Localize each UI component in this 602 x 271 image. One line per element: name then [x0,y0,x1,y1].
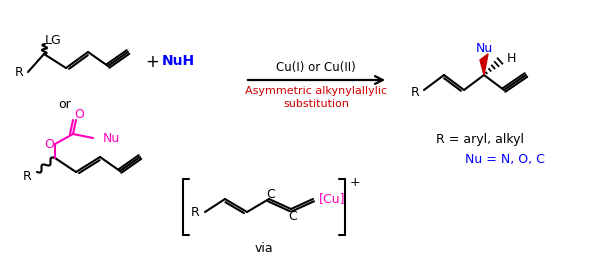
Text: R: R [410,85,419,98]
Text: C: C [288,211,297,224]
Text: R: R [15,66,24,79]
Polygon shape [480,54,488,75]
Text: Nu: Nu [103,131,120,144]
Text: H: H [507,51,517,64]
Text: R: R [190,205,199,218]
Text: Nu = N, O, C: Nu = N, O, C [465,153,545,166]
Text: substitution: substitution [283,99,349,109]
Text: O: O [74,108,84,121]
Text: NuH: NuH [161,54,194,68]
Text: [Cu]: [Cu] [319,192,346,205]
Text: or: or [58,98,72,111]
Text: Asymmetric alkynylallylic: Asymmetric alkynylallylic [245,86,387,96]
Text: via: via [255,243,273,256]
Text: Nu: Nu [476,41,492,54]
Text: LG: LG [45,34,62,47]
Text: Cu(I) or Cu(II): Cu(I) or Cu(II) [276,60,356,73]
Text: O: O [44,138,54,151]
Text: R = aryl, alkyl: R = aryl, alkyl [436,134,524,147]
Text: +: + [350,176,361,189]
Text: R: R [23,169,31,182]
Text: C: C [267,188,275,201]
Text: +: + [145,53,159,71]
